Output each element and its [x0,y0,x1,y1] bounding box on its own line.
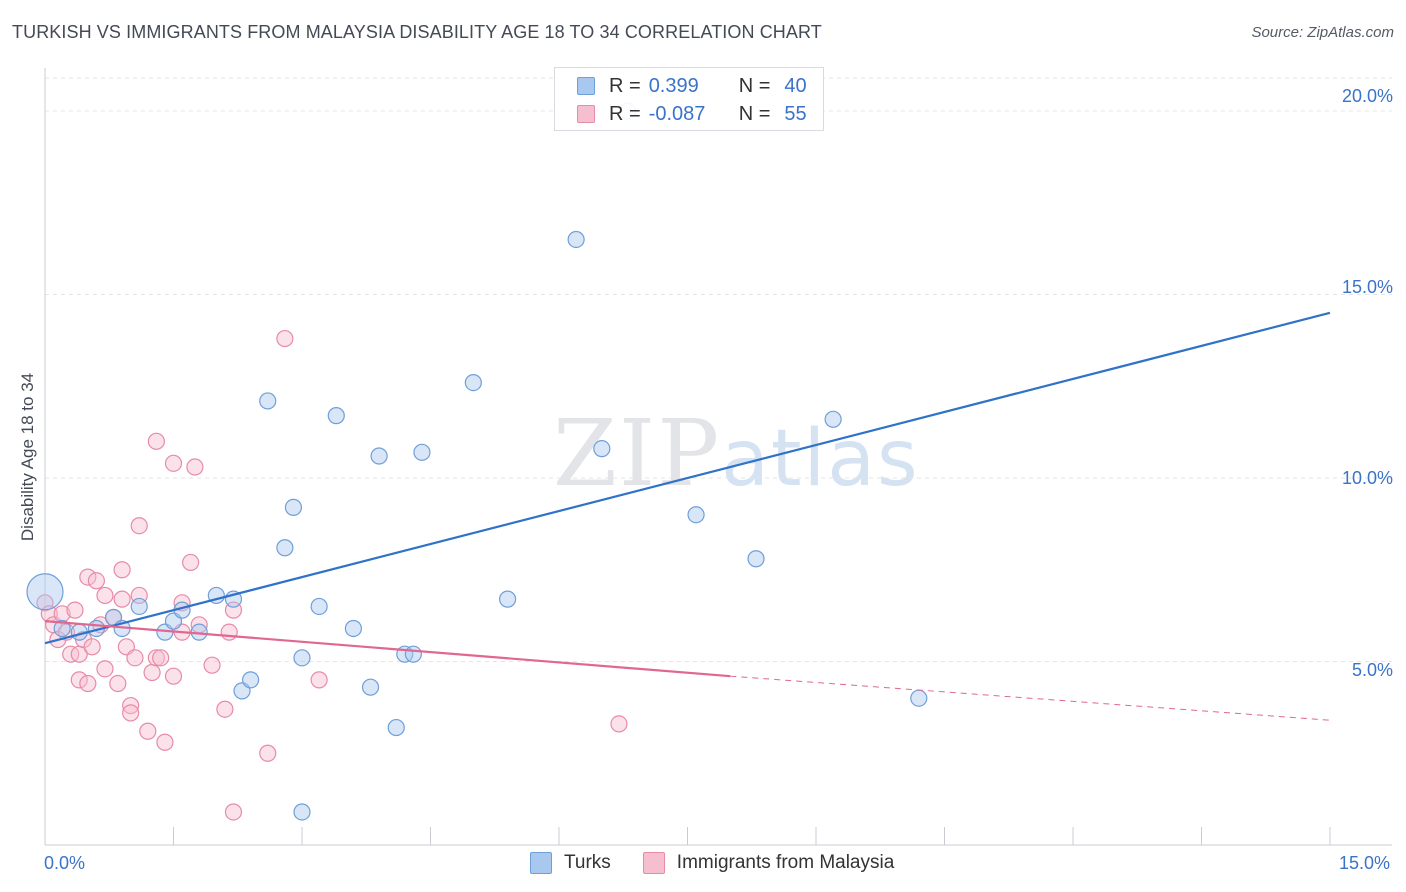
malaysia-point [122,696,140,715]
malaysia-point [164,454,183,472]
malaysia-point [113,561,131,579]
legend-row-turks: R = 0.399 N = 40 [577,73,807,99]
turks-point [130,597,148,616]
malaysia-point [156,733,174,751]
turks-point [499,590,517,608]
turks-point [593,440,611,458]
y-tick-20: 20.0% [1341,86,1393,106]
turks-point [387,718,405,737]
malaysia-point [96,660,114,678]
turks-trend-line [44,311,1331,645]
malaysia-point [224,803,243,821]
malaysia-point [152,649,170,667]
turks-point [293,649,311,667]
malaysia-point [96,586,114,605]
malaysia-point [310,671,328,689]
r-value: -0.087 [648,102,706,125]
turks-point [910,689,928,707]
malaysia-trend-extension [730,675,1331,721]
n-label: N = [738,74,771,97]
turks-point [293,803,311,821]
n-value: 55 [784,102,807,125]
turks-point [404,645,422,663]
malaysia-point [109,674,127,693]
turks-point [276,539,294,557]
malaysia-point [216,700,234,718]
malaysia-point [143,663,161,682]
malaysia-point [147,649,165,667]
malaysia-point [79,674,97,693]
malaysia-point [186,458,204,476]
y-tick-5: 5.0% [1351,660,1393,680]
r-value: 0.399 [648,74,699,97]
malaysia-point [610,715,628,733]
malaysia-point [276,329,294,348]
malaysia-point [36,594,54,612]
legend-item-turks[interactable]: Turks [530,852,611,874]
malaysia-point [130,517,148,535]
malaysia-point [83,638,101,656]
r-label: R = [609,102,641,125]
turks-point [464,373,482,392]
correlation-legend: R = 0.399 N = 40 R = -0.087 N = 55 [554,67,824,131]
chart-title: TURKISH VS IMMIGRANTS FROM MALAYSIA DISA… [12,22,822,42]
source-label: Source: ZipAtlas.com [1251,24,1394,41]
malaysia-point [122,704,140,722]
turks-legend-swatch [530,852,552,874]
turks-point [567,230,585,249]
turks-point [824,410,842,428]
turks-point [747,550,765,568]
n-label: N = [738,102,771,125]
turks-swatch [577,77,595,95]
malaysia-point [182,553,200,572]
malaysia-point [113,590,131,608]
malaysia-point [87,572,106,590]
turks-point [284,498,303,516]
x-tick-max: 15.0% [1339,853,1391,873]
series-malaysia [36,329,628,821]
turks-point [53,619,71,638]
series-turks [26,102,928,821]
turks-point [344,619,362,638]
legend-row-malaysia: R = -0.087 N = 55 [577,101,807,127]
malaysia-point [259,744,277,762]
y-tick-10: 10.0% [1341,468,1393,488]
axes [44,68,1392,846]
turks-point [259,392,277,410]
turks-point [370,447,388,465]
turks-point [310,597,328,616]
malaysia-point [147,432,165,450]
malaysia-swatch [577,105,595,123]
legend-item-malaysia[interactable]: Immigrants from Malaysia [642,852,895,874]
turks-point [26,573,64,611]
turks-point [413,443,431,461]
turks-point [242,671,260,689]
malaysia-legend-label: Immigrants from Malaysia [676,852,895,873]
y-tick-15: 15.0% [1341,277,1393,297]
n-value: 40 [784,74,807,97]
gridlines [45,77,1392,663]
r-label: R = [609,74,641,97]
malaysia-point [70,671,88,689]
series-legend: Turks Immigrants from Malaysia [530,852,926,874]
malaysia-point [66,601,84,619]
x-tick-min: 0.0% [44,853,86,873]
trend-lines [44,311,1331,721]
malaysia-point [126,649,144,667]
turks-point [327,407,345,425]
malaysia-point [203,656,221,674]
malaysia-point [79,568,97,586]
malaysia-point [164,667,183,685]
turks-legend-label: Turks [564,852,611,873]
malaysia-point [139,722,157,740]
malaysia-trend-line [44,620,731,678]
malaysia-point [220,623,238,641]
turks-point [361,678,380,696]
malaysia-legend-swatch [642,852,665,874]
turks-point [687,506,705,524]
